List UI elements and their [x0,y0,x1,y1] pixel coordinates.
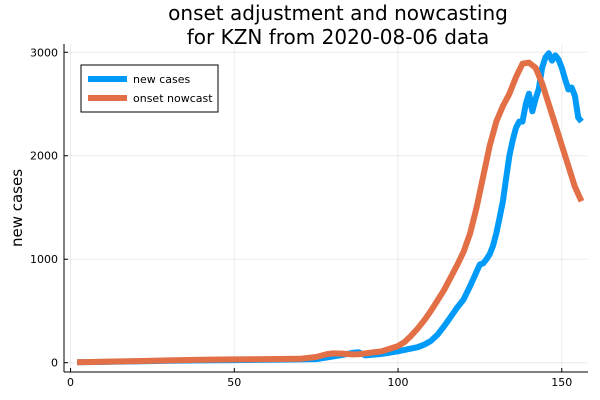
series-line-onset-nowcast [77,59,585,366]
chart-title-line-2: for KZN from 2020-08-06 data [187,25,490,49]
legend-label-new-cases: new cases [133,73,191,86]
y-tick-label: 3000 [30,46,58,59]
y-tick-label: 1000 [30,253,58,266]
y-tick-label: 2000 [30,150,58,163]
x-tick-label: 0 [67,376,74,389]
series-lines [77,50,585,366]
x-tick-label: 150 [551,376,572,389]
x-tick-label: 100 [388,376,409,389]
x-tick-label: 50 [227,376,241,389]
legend: new cases onset nowcast [80,64,219,113]
axes [63,44,588,373]
chart-title-line-1: onset adjustment and nowcasting [168,1,508,25]
y-tick-label: 0 [51,357,58,370]
tick-labels: 0 50 100 150 0 1000 2000 3000 [30,46,572,389]
legend-box [80,64,219,113]
legend-label-onset-nowcast: onset nowcast [133,92,213,105]
y-axis-label: new cases [8,169,26,247]
